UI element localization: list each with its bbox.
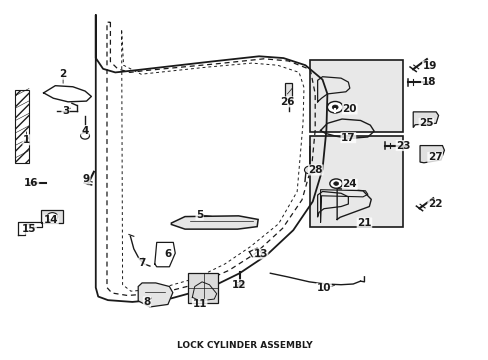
Text: 18: 18 (421, 77, 435, 87)
Text: 15: 15 (21, 224, 36, 234)
Polygon shape (138, 283, 172, 307)
Text: 20: 20 (342, 104, 356, 114)
Text: 2: 2 (60, 69, 66, 79)
Text: 19: 19 (422, 61, 436, 71)
Text: 1: 1 (23, 135, 30, 145)
Polygon shape (419, 145, 444, 163)
Text: 7: 7 (138, 258, 145, 268)
Text: 13: 13 (253, 249, 267, 259)
Text: 24: 24 (342, 179, 356, 189)
Text: 21: 21 (356, 218, 371, 228)
Polygon shape (41, 210, 63, 223)
Text: 27: 27 (427, 152, 442, 162)
Polygon shape (412, 112, 438, 128)
Circle shape (304, 166, 315, 174)
Text: 11: 11 (192, 300, 206, 310)
Bar (285, 83, 292, 99)
Text: 14: 14 (43, 215, 58, 225)
Text: 25: 25 (418, 118, 433, 128)
Polygon shape (188, 273, 218, 303)
Text: 26: 26 (280, 97, 294, 107)
Text: 4: 4 (81, 126, 88, 135)
Text: 6: 6 (164, 249, 171, 259)
Text: 5: 5 (196, 210, 203, 220)
Circle shape (333, 182, 338, 185)
Circle shape (331, 105, 337, 109)
Text: 12: 12 (231, 280, 245, 290)
Bar (310, 60, 402, 132)
Circle shape (47, 213, 58, 221)
Text: 16: 16 (24, 177, 39, 188)
Text: LOCK CYLINDER ASSEMBLY: LOCK CYLINDER ASSEMBLY (176, 341, 312, 350)
Text: 3: 3 (62, 106, 69, 116)
Text: 10: 10 (316, 283, 330, 293)
Circle shape (327, 102, 342, 113)
Text: 17: 17 (340, 133, 355, 143)
Text: 8: 8 (143, 297, 150, 307)
Circle shape (329, 179, 342, 188)
Text: 22: 22 (427, 199, 442, 209)
Bar (310, 136, 402, 227)
Text: 9: 9 (83, 174, 90, 184)
Text: 23: 23 (395, 140, 410, 150)
Polygon shape (171, 216, 258, 229)
Text: 28: 28 (308, 165, 322, 175)
